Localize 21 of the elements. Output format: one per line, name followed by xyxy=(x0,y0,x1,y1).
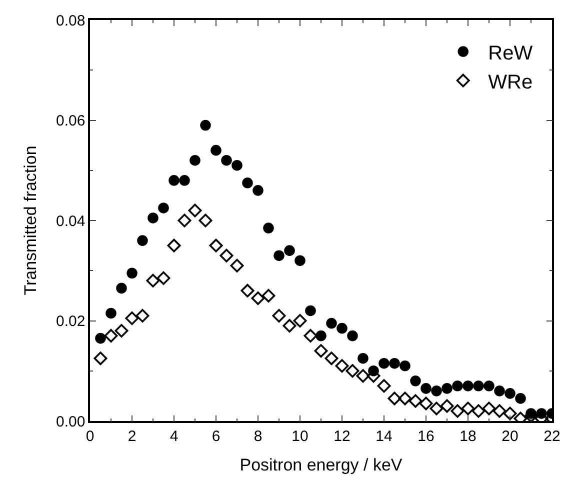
x-tick-label: 8 xyxy=(254,428,262,445)
x-tick-label: 20 xyxy=(502,428,518,445)
x-tick-label: 0 xyxy=(86,428,94,445)
y-tick-label: 0.04 xyxy=(56,212,86,230)
y-tick-label: 0.02 xyxy=(56,313,86,330)
x-tick-label: 16 xyxy=(418,428,434,445)
y-tick-label: 0.06 xyxy=(56,112,86,130)
x-tick-label: 14 xyxy=(376,428,392,445)
x-tick-label: 4 xyxy=(170,428,178,445)
y-tick-label: 0.08 xyxy=(56,12,86,30)
y-tick-label: 0.00 xyxy=(56,413,86,430)
x-tick-label: 18 xyxy=(460,428,476,445)
x-tick-label: 2 xyxy=(128,428,136,445)
x-axis-title: Positron energy / keV xyxy=(240,456,403,475)
x-tick-label: 6 xyxy=(212,428,220,445)
x-tick-label: 12 xyxy=(334,428,350,445)
y-axis-title: Transmitted fraction xyxy=(21,146,40,296)
legend-label: WRe xyxy=(488,71,533,94)
x-tick-label: 10 xyxy=(292,428,308,445)
x-tick-label: 22 xyxy=(544,428,560,445)
legend-label: ReW xyxy=(488,42,533,64)
